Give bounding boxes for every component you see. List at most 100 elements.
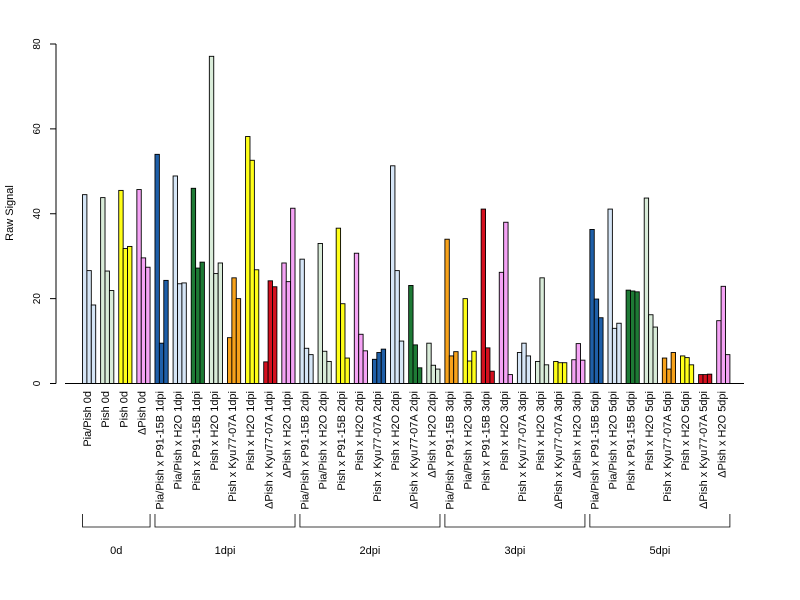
x-tick-label: Pish x Kyu77-07A 3dpi — [517, 391, 529, 502]
bar — [598, 317, 604, 384]
group-bracket — [299, 514, 441, 528]
bar — [322, 350, 328, 384]
bar — [720, 285, 726, 384]
bar — [498, 271, 505, 384]
bar — [611, 327, 618, 384]
bar — [172, 175, 178, 384]
bar — [593, 298, 600, 384]
bar — [158, 342, 165, 384]
bar — [684, 357, 690, 384]
bar — [489, 370, 495, 384]
x-tick-label: ΔPish x H2O 5dpi — [716, 391, 728, 478]
x-tick-label: Pish x Kyu77-07A 1dpi — [227, 391, 239, 502]
x-tick-label: Pia/Pish x H2O 5dpi — [608, 391, 620, 489]
bar — [557, 362, 563, 384]
x-tick-label: Pish 0d — [100, 391, 112, 428]
bar — [706, 373, 713, 384]
bar — [340, 303, 346, 384]
group-brackets: 0d 1dpi 2dpi 3dpi 5dpi — [82, 514, 731, 557]
bar — [213, 273, 219, 384]
bar — [616, 322, 622, 384]
bar — [285, 281, 292, 384]
bar — [380, 348, 387, 384]
x-tick-label: ΔPish x Kyu77-07A 1dpi — [263, 391, 275, 509]
bar — [643, 197, 650, 384]
bar — [181, 282, 187, 384]
bar — [177, 283, 183, 384]
bar — [553, 360, 559, 384]
bar — [543, 364, 550, 384]
bar — [127, 245, 133, 384]
bar — [358, 333, 364, 384]
bar — [290, 207, 296, 384]
x-tick-label: Pia/Pish x P91-15B 3dpi — [445, 391, 457, 510]
bar — [652, 326, 658, 384]
bar — [299, 258, 305, 384]
bar — [471, 350, 477, 384]
x-tick-label: Pish x P91-15B 3dpi — [481, 391, 493, 491]
y-tick-label: 20 — [32, 293, 43, 305]
bar — [666, 368, 672, 384]
group-bracket — [82, 514, 151, 528]
y-tick-label: 80 — [32, 38, 43, 50]
bar — [326, 360, 332, 384]
bar — [390, 165, 396, 384]
x-tick-label: Pish x Kyu77-07A 2dpi — [372, 391, 384, 502]
bar — [317, 243, 323, 384]
bar — [634, 291, 640, 384]
bar — [661, 357, 668, 384]
bar — [371, 358, 378, 384]
bar — [561, 362, 568, 384]
bar — [507, 374, 513, 384]
group-label: 2dpi — [360, 545, 381, 557]
x-tick-label: Pish x P91-15B 5dpi — [626, 391, 638, 491]
y-axis-label: Raw Signal — [4, 185, 16, 241]
bar — [444, 238, 450, 384]
y-tick-label: 60 — [32, 123, 43, 135]
bar — [335, 227, 342, 384]
group-bracket — [589, 514, 731, 528]
bar — [503, 221, 509, 384]
x-tick-label: Pia/Pish x H2O 1dpi — [173, 391, 185, 489]
x-tick-label: Pish x H2O 1dpi — [209, 391, 221, 470]
bar — [140, 257, 147, 384]
bar — [308, 354, 314, 384]
bar — [245, 136, 251, 384]
bar — [208, 55, 215, 384]
bar — [353, 252, 360, 384]
group-label: 3dpi — [505, 545, 526, 557]
bar — [539, 277, 545, 384]
x-tick-label: ΔPish 0d — [136, 391, 148, 435]
bar — [648, 314, 654, 384]
x-tick-label: Pish x H2O 5dpi — [644, 391, 656, 470]
bar — [108, 290, 115, 384]
bar — [344, 357, 350, 384]
bar — [688, 364, 695, 384]
bar — [154, 153, 160, 384]
x-tick-label: ΔPish x H2O 2dpi — [426, 391, 438, 478]
x-tick-label: Pish 0d — [118, 391, 130, 428]
y-axis: 0 20 40 60 80 — [32, 38, 57, 386]
x-tick-label: ΔPish x Kyu77-07A 3dpi — [553, 391, 565, 509]
bar — [702, 374, 708, 384]
x-tick-label: Pia/Pish 0d — [82, 391, 94, 447]
bar — [263, 361, 269, 384]
bar — [625, 289, 631, 384]
bar — [118, 189, 124, 384]
bar — [227, 337, 233, 384]
bar — [716, 320, 722, 384]
bar — [448, 355, 455, 384]
x-tick-label: ΔPish x Kyu77-07A 5dpi — [698, 391, 710, 509]
bar — [100, 197, 106, 384]
bar — [267, 280, 273, 384]
bar — [535, 360, 541, 384]
bar — [82, 194, 88, 384]
bar — [571, 359, 577, 384]
x-tick-label: Pia/Pish x P91-15B 2dpi — [300, 391, 312, 510]
bar — [217, 262, 223, 384]
bar — [435, 368, 441, 384]
group-label: 1dpi — [215, 545, 236, 557]
bar — [725, 354, 731, 384]
group-bracket — [154, 514, 296, 528]
x-tick-label: Pish x H2O 2dpi — [354, 391, 366, 470]
